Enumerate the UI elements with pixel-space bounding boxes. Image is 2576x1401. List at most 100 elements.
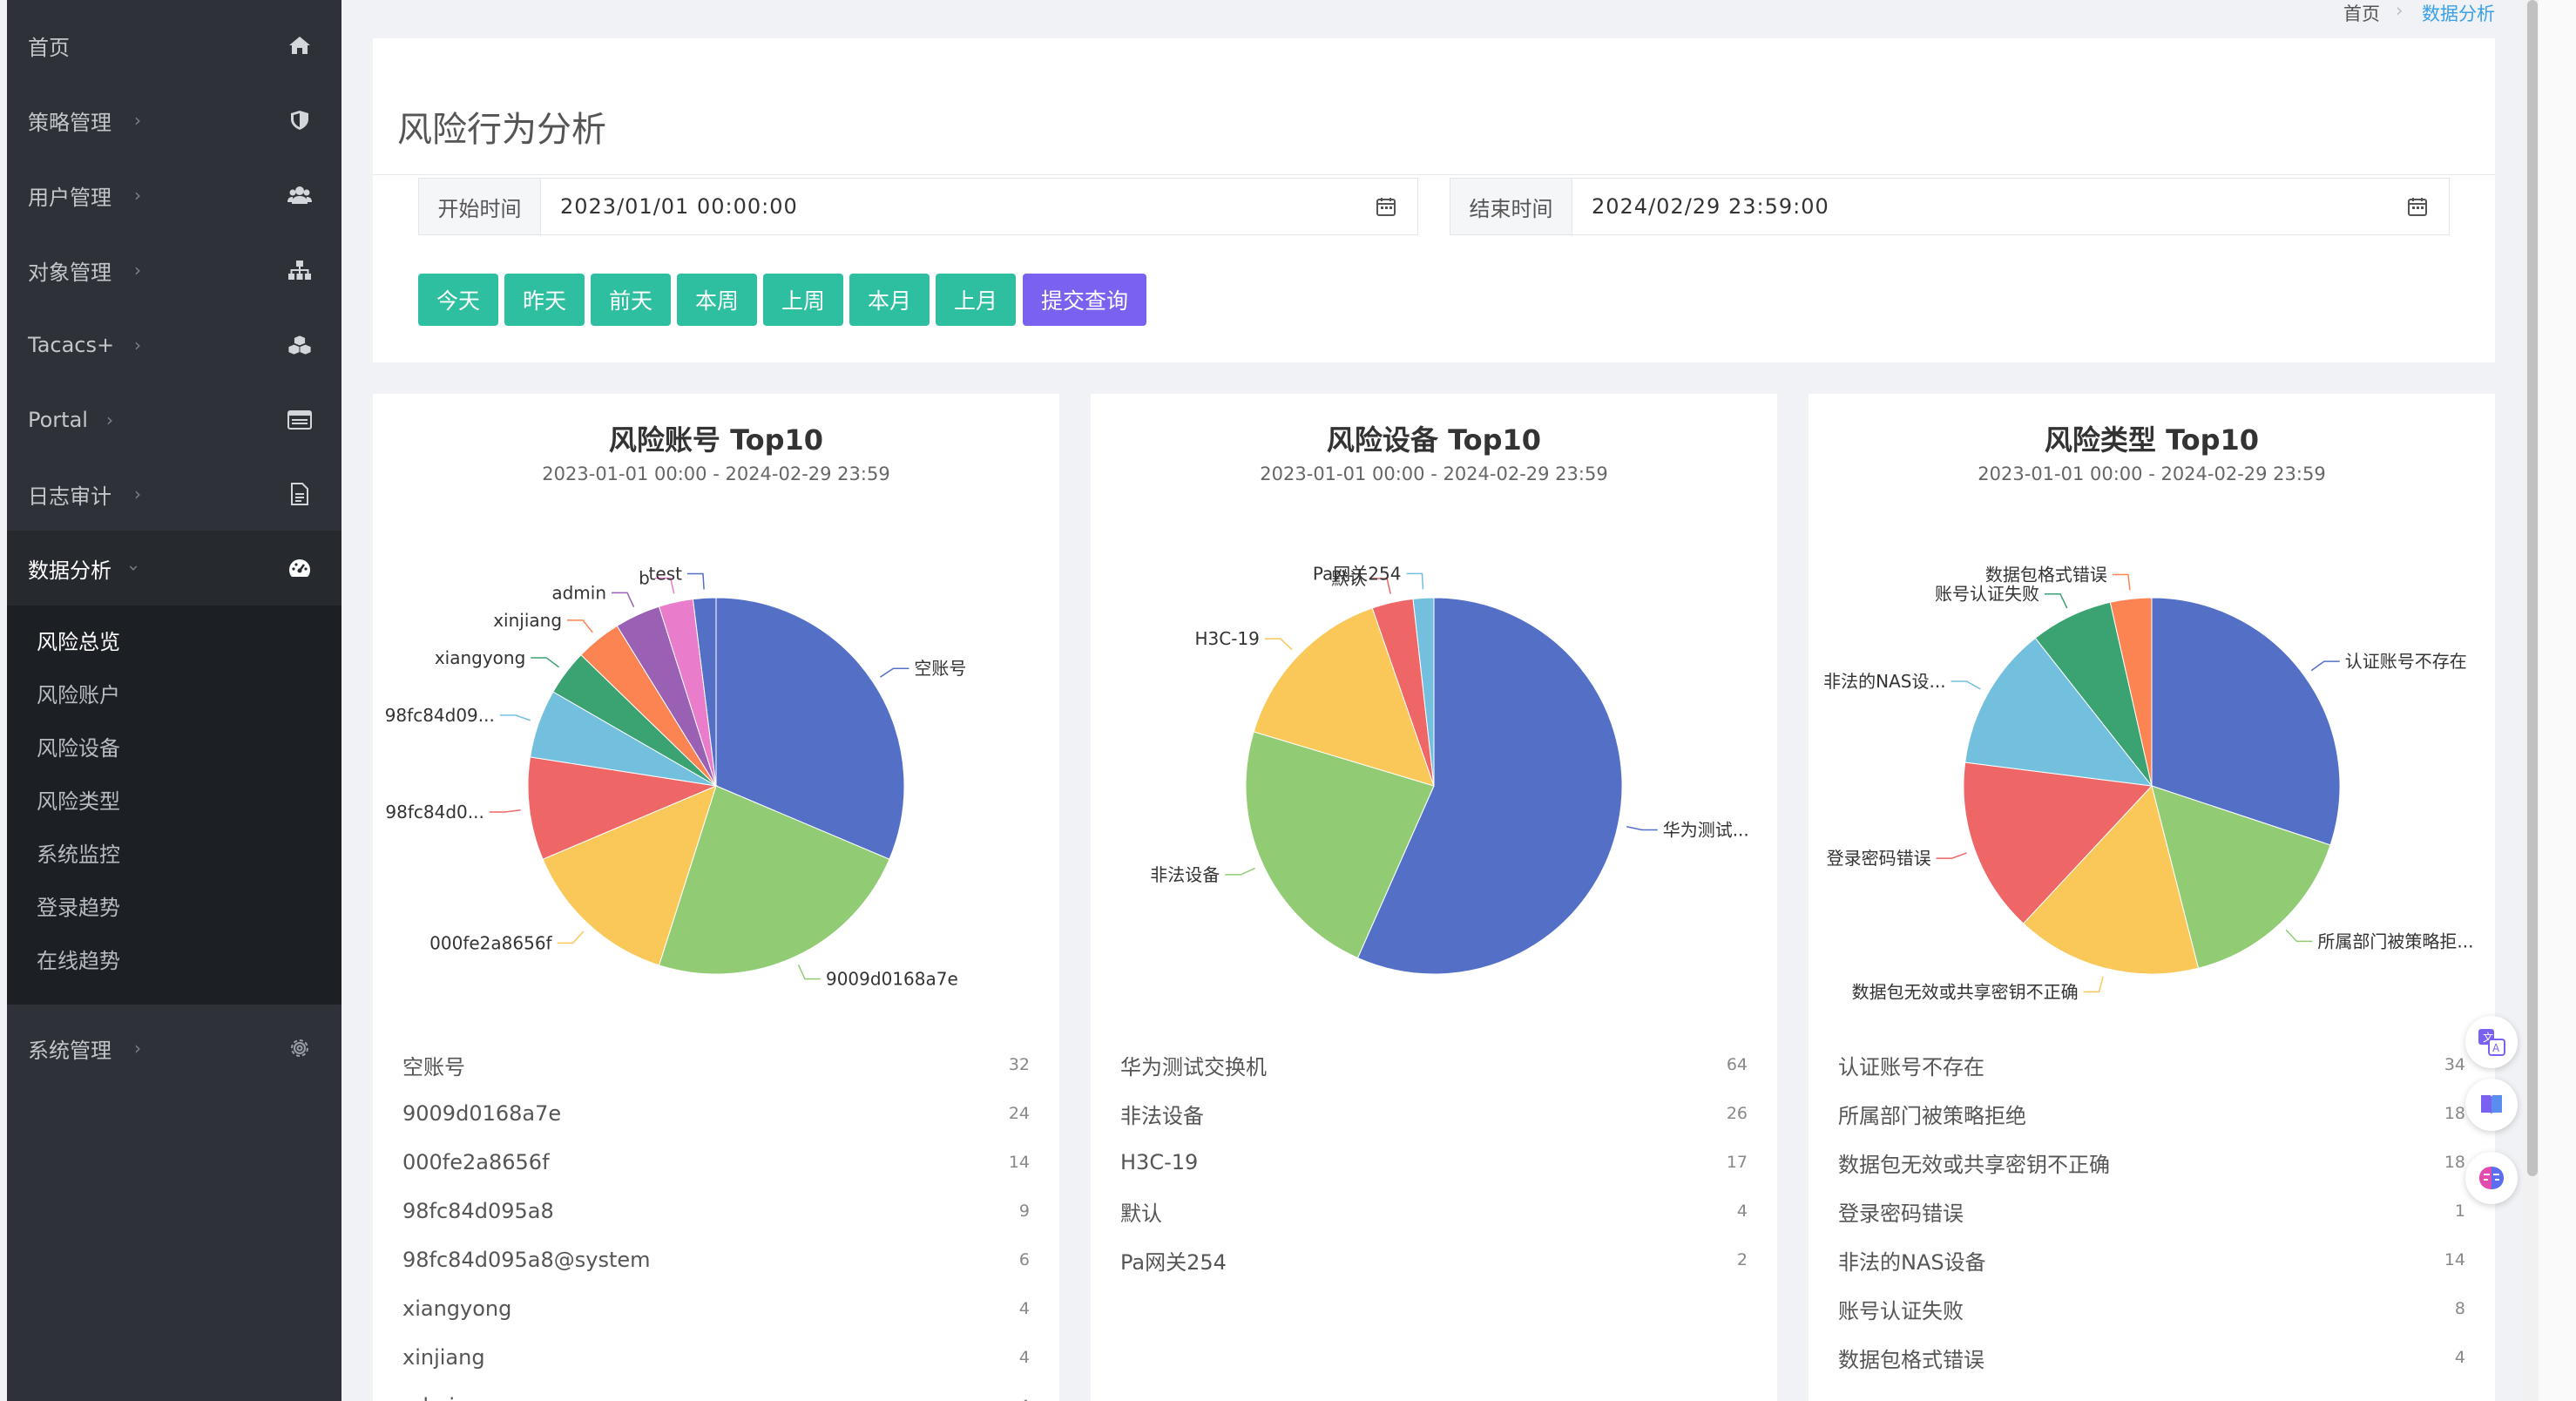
submenu-item-risk-accounts[interactable]: 风险账户 [37, 683, 120, 707]
sidebar: 首页 策略管理 › 用户管理 › 对象管理 › Tacacs+ › Portal… [7, 0, 341, 1401]
pie-leader-line [2083, 976, 2104, 993]
pie-slice[interactable] [1356, 597, 1623, 975]
list-item-name: 9009d0168a7e [402, 1101, 562, 1126]
list-item-name: 数据包格式错误 [1838, 1347, 1984, 1372]
pie-slice-label: 登录密码错误 [1827, 848, 1931, 869]
pie-leader-line [1406, 572, 1424, 590]
pie-leader-line [499, 714, 531, 721]
today-button[interactable]: 今天 [418, 274, 498, 326]
submenu-item-risk-types[interactable]: 风险类型 [37, 789, 120, 814]
pie-slice[interactable] [527, 756, 718, 860]
pie-slice-label: H3C-19 [1194, 628, 1259, 649]
yesterday-button[interactable]: 昨天 [504, 274, 585, 326]
list-item: 9009d0168a7e 24 [402, 1096, 1030, 1131]
pie-slice-label: test [649, 563, 683, 584]
pie-slice[interactable] [1253, 607, 1435, 787]
pie-slice-label: 空账号 [914, 658, 966, 679]
sidebar-item-label: 首页 [28, 35, 70, 60]
submenu-item-online-trend[interactable]: 在线趋势 [37, 949, 120, 973]
sidebar-item-home[interactable]: 首页 [7, 8, 341, 83]
calendar-icon[interactable] [1376, 196, 1396, 217]
list-item: 98fc84d095a8 9 [402, 1194, 1030, 1228]
day-before-yesterday-button[interactable]: 前天 [591, 274, 671, 326]
sidebar-item-objects[interactable]: 对象管理 › [7, 233, 341, 308]
chevron-right-icon: › [134, 484, 141, 504]
this-month-button[interactable]: 本月 [849, 274, 930, 326]
pie-leader-line [1951, 680, 1981, 690]
chevron-right-icon: › [134, 185, 141, 206]
pie-slice[interactable] [1412, 597, 1435, 787]
last-week-button[interactable]: 上周 [763, 274, 843, 326]
pie-leader-line [2285, 929, 2313, 943]
pie-slice[interactable] [2151, 785, 2331, 969]
pie-slice[interactable] [1963, 761, 2153, 924]
pie-slice[interactable] [692, 597, 717, 787]
start-time-field: 开始时间 [418, 178, 1418, 235]
risk-account-card: 风险账号 Top10 2023-01-01 00:00 - 2024-02-29… [373, 394, 1059, 1401]
last-month-button[interactable]: 上月 [936, 274, 1016, 326]
pie-leader-line [2310, 660, 2340, 672]
pie-leader-line [567, 619, 593, 633]
pie-slice[interactable] [542, 785, 717, 966]
pie-slice[interactable] [658, 785, 890, 975]
submenu-item-risk-overview[interactable]: 风险总览 [37, 630, 120, 654]
sidebar-item-users[interactable]: 用户管理 › [7, 158, 341, 233]
pie-slice[interactable] [1245, 731, 1435, 959]
submenu-item-login-trend[interactable]: 登录趋势 [37, 896, 120, 920]
list-item-count: 34 [2444, 1055, 2465, 1074]
list-item-name: 非法的NAS设备 [1838, 1249, 1986, 1275]
sidebar-item-audit[interactable]: 日志审计 › [7, 457, 341, 531]
end-time-input[interactable] [1592, 194, 2376, 219]
scrollbar-thumb[interactable] [2527, 0, 2538, 1176]
list-item-name: 000fe2a8656f [402, 1150, 550, 1174]
chart-subtitle: 2023-01-01 00:00 - 2024-02-29 23:59 [542, 464, 890, 484]
list-item-name: H3C-19 [1120, 1150, 1199, 1174]
submenu-item-risk-devices[interactable]: 风险设备 [37, 736, 120, 761]
pie-leader-line [2112, 573, 2131, 591]
sidebar-item-settings[interactable]: 系统管理 › [7, 1011, 341, 1086]
list-item: 数据包无效或共享密钥不正确 18 [1838, 1145, 2465, 1180]
shield-icon [287, 108, 312, 132]
list-item: 默认 4 [1120, 1194, 1748, 1228]
pie-leader-line [557, 931, 585, 944]
breadcrumb-home[interactable]: 首页 [2343, 3, 2380, 24]
pie-slice[interactable] [2109, 597, 2153, 787]
chart-title: 风险类型 Top10 [2044, 423, 2260, 457]
pie-slice[interactable] [715, 597, 905, 860]
sidebar-item-policy[interactable]: 策略管理 › [7, 83, 341, 158]
pie-slice[interactable] [2022, 784, 2200, 975]
sidebar-item-label: Tacacs+ [28, 333, 115, 357]
list-item-count: 64 [1726, 1055, 1748, 1074]
home-icon [287, 33, 312, 58]
sidebar-item-portal[interactable]: Portal › [7, 382, 341, 457]
list-item: 空账号 32 [402, 1047, 1030, 1082]
sidebar-item-tacacs[interactable]: Tacacs+ › [7, 308, 341, 382]
pie-leader-line [1936, 852, 1967, 859]
sidebar-item-label: 用户管理 [28, 185, 112, 210]
start-time-input[interactable] [560, 194, 1344, 219]
pie-slice-label: 000fe2a8656f [429, 932, 552, 953]
this-week-button[interactable]: 本周 [677, 274, 757, 326]
list-item-name: 98fc84d095a8@system [402, 1248, 651, 1272]
list-item: 数据包格式错误 4 [1838, 1340, 2465, 1375]
ai-brain-icon[interactable] [2465, 1152, 2518, 1204]
sidebar-item-label: 数据分析 [28, 558, 112, 583]
pie-slice-label: 非法的NAS设... [1823, 671, 1945, 692]
book-icon[interactable] [2465, 1079, 2518, 1131]
list-item-name: xinjiang [402, 1345, 485, 1370]
pie-slice-label: xinjiang [493, 610, 562, 631]
users-icon [287, 183, 312, 207]
sidebar-item-analytics[interactable]: 数据分析 › [7, 531, 341, 606]
risk-type-card: 风险类型 Top10 2023-01-01 00:00 - 2024-02-29… [1809, 394, 2495, 1401]
pie-leader-line [1626, 826, 1658, 831]
list-item-count: 26 [1726, 1104, 1748, 1123]
pie-slice-label: admin [551, 582, 606, 603]
pie-slice[interactable] [2151, 597, 2341, 846]
calendar-icon[interactable] [2407, 196, 2428, 217]
submenu-item-system-monitor[interactable]: 系统监控 [37, 843, 120, 867]
chart-title: 风险设备 Top10 [1326, 423, 1542, 457]
submit-query-button[interactable]: 提交查询 [1023, 274, 1146, 326]
pie-slice[interactable] [1964, 637, 2153, 787]
